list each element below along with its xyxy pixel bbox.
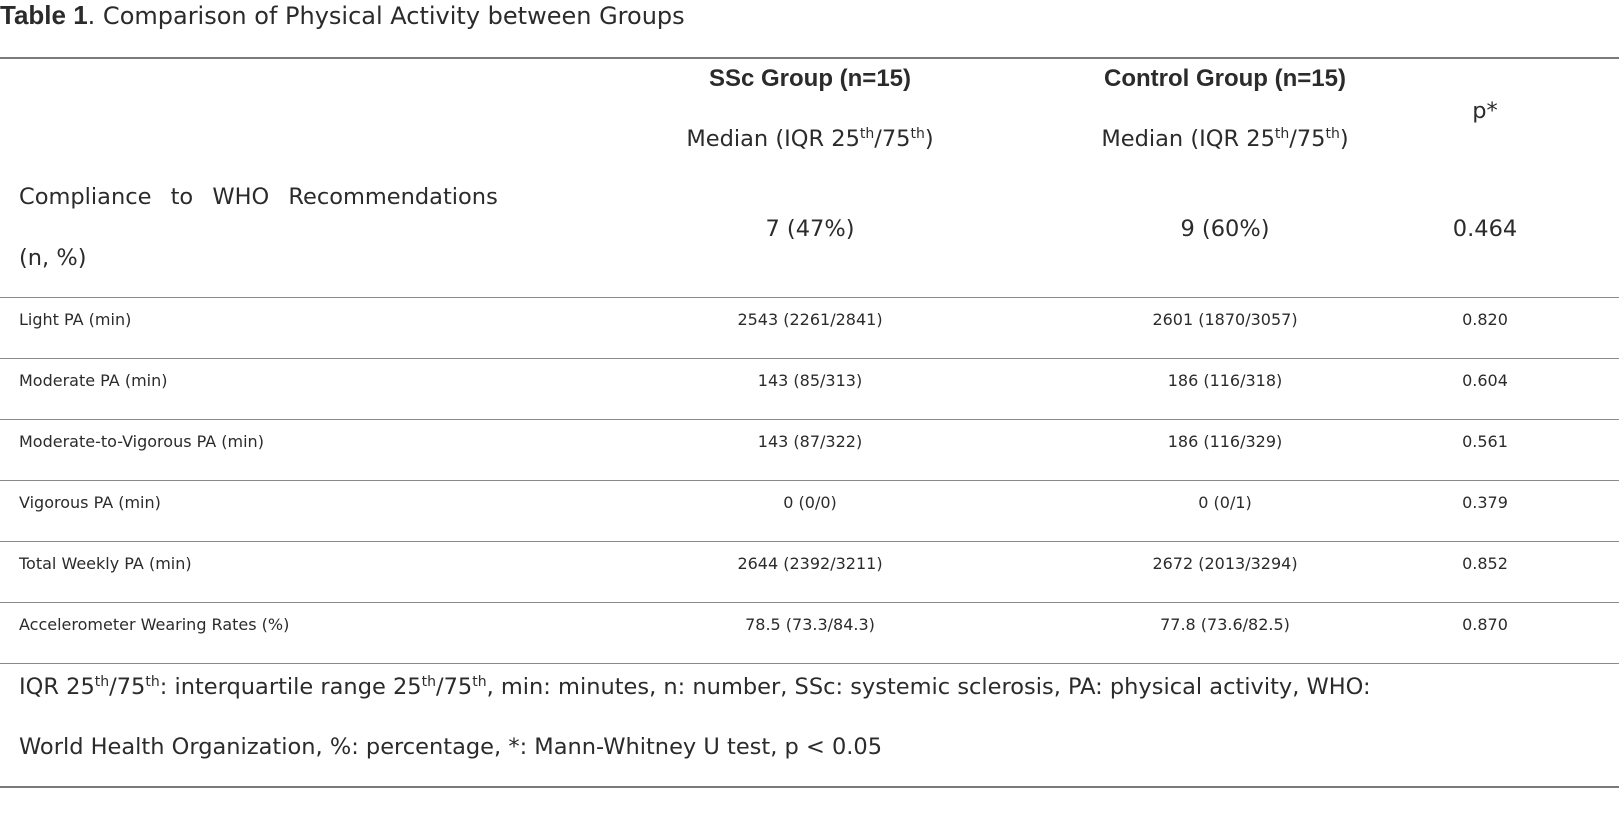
median-close: ) [1339, 126, 1349, 152]
median-prefix: Median (IQR 25 [686, 126, 860, 152]
table-caption-text: . Comparison of Physical Activity betwee… [87, 2, 685, 30]
cell-ssc-moderate-pa: 143 (85/313) [757, 371, 863, 390]
header-ssc-group: SSc Group (n=15) [708, 65, 912, 92]
cell-ssc-compliance: 7 (47%) [765, 216, 855, 242]
row-label-moderate-pa: Moderate PA (min) [19, 371, 168, 390]
header-ssc-median: Median (IQR 25th/75th) [600, 124, 1020, 154]
footnote-part1: : interquartile range 25 [159, 674, 422, 700]
footnote-part2: , min: minutes, n: number, SSc: systemic… [486, 674, 1371, 700]
row-rule [0, 297, 1619, 298]
th-superscript: th [1325, 126, 1340, 142]
row-rule [0, 541, 1619, 542]
cell-ssc-mvpa: 143 (87/322) [757, 432, 863, 451]
th-superscript: th [421, 674, 436, 690]
cell-control-vigorous-pa: 0 (0/1) [1198, 493, 1252, 512]
cell-p-compliance: 0.464 [1452, 216, 1518, 242]
table-bottom-rule [0, 786, 1619, 788]
header-control-group: Control Group (n=15) [1104, 65, 1346, 92]
cell-p-total-weekly-pa: 0.852 [1462, 554, 1508, 573]
row-label-vigorous-pa: Vigorous PA (min) [19, 493, 161, 512]
row-label-total-weekly-pa: Total Weekly PA (min) [19, 554, 192, 573]
header-p-value: p* [1472, 98, 1498, 124]
cell-ssc-vigorous-pa: 0 (0/0) [783, 493, 837, 512]
th-superscript: th [910, 126, 925, 142]
table-footnote-line1: IQR 25th/75th: interquartile range 25th/… [19, 672, 1371, 702]
cell-control-moderate-pa: 186 (116/318) [1167, 371, 1283, 390]
footnote-iqr: IQR 25 [19, 674, 95, 700]
th-superscript: th [472, 674, 487, 690]
row-rule [0, 663, 1619, 664]
cell-control-mvpa: 186 (116/329) [1167, 432, 1283, 451]
cell-p-vigorous-pa: 0.379 [1462, 493, 1508, 512]
footnote-75: /75 [435, 674, 473, 700]
th-superscript: th [1274, 126, 1290, 142]
table-top-rule [0, 57, 1619, 59]
median-close: ) [924, 126, 934, 152]
row-label-compliance-unit: (n, %) [19, 245, 87, 271]
th-superscript: th [94, 674, 110, 690]
row-rule [0, 602, 1619, 603]
cell-p-mvpa: 0.561 [1462, 432, 1508, 451]
cell-ssc-wearing-rates: 78.5 (73.3/84.3) [745, 615, 875, 634]
cell-control-total-weekly-pa: 2672 (2013/3294) [1152, 554, 1298, 573]
table-footnote-line2: World Health Organization, %: percentage… [19, 734, 883, 760]
row-label-light-pa: Light PA (min) [19, 310, 132, 329]
footnote-75: /75 [109, 674, 146, 700]
table-caption: Table 1. Comparison of Physical Activity… [0, 0, 685, 34]
median-prefix: Median (IQR 25 [1101, 126, 1275, 152]
cell-p-moderate-pa: 0.604 [1462, 371, 1508, 390]
cell-ssc-total-weekly-pa: 2644 (2392/3211) [737, 554, 883, 573]
row-label-compliance: Compliance to WHO Recommendations [19, 184, 498, 210]
row-label-wearing-rates: Accelerometer Wearing Rates (%) [19, 615, 290, 634]
cell-control-light-pa: 2601 (1870/3057) [1152, 310, 1298, 329]
th-superscript: th [859, 126, 875, 142]
th-superscript: th [145, 674, 160, 690]
median-75: /75 [874, 126, 911, 152]
row-rule [0, 358, 1619, 359]
row-rule [0, 480, 1619, 481]
cell-control-compliance: 9 (60%) [1180, 216, 1270, 242]
cell-ssc-light-pa: 2543 (2261/2841) [737, 310, 883, 329]
row-label-mvpa: Moderate-to-Vigorous PA (min) [19, 432, 264, 451]
cell-p-light-pa: 0.820 [1462, 310, 1508, 329]
median-75: /75 [1289, 126, 1326, 152]
row-rule [0, 419, 1619, 420]
header-control-median: Median (IQR 25th/75th) [1040, 124, 1410, 154]
table-caption-label: Table 1 [0, 0, 88, 30]
cell-control-wearing-rates: 77.8 (73.6/82.5) [1160, 615, 1290, 634]
cell-p-wearing-rates: 0.870 [1462, 615, 1508, 634]
